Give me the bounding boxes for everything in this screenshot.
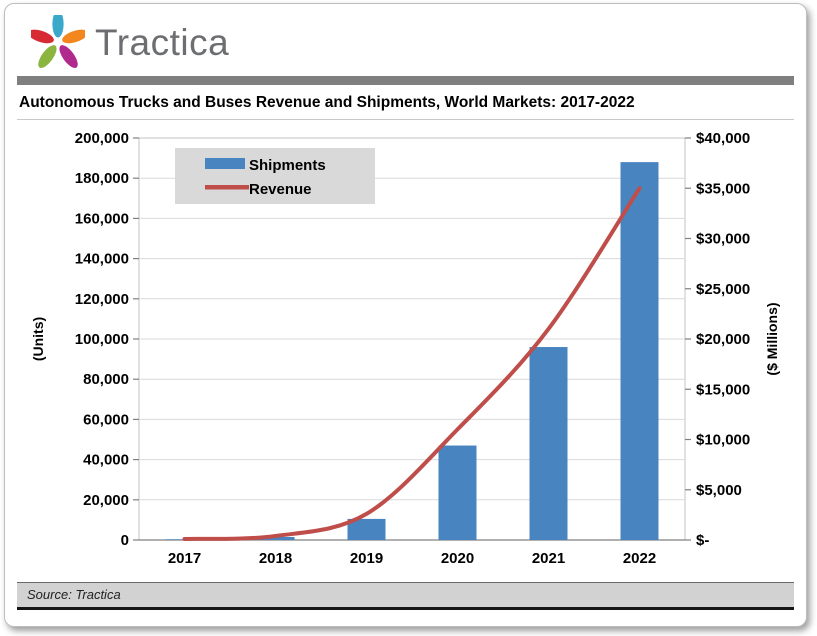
axis-tick-label: 20,000 [83, 492, 129, 509]
axis-tick-label: $40,000 [696, 130, 750, 147]
tractica-logo [31, 15, 85, 68]
bar-2021 [529, 347, 568, 540]
axis-tick-label: $20,000 [696, 331, 750, 348]
brand-wordmark: Tractica [95, 22, 230, 63]
chart-title: Autonomous Trucks and Buses Revenue and … [19, 94, 635, 111]
header-divider-bar [17, 76, 794, 85]
chart-card: Tractica Autonomous Trucks and Buses Rev… [4, 3, 807, 627]
axis-tick-label: $30,000 [696, 231, 750, 248]
x-axis-label: 2018 [259, 550, 292, 567]
legend-box [175, 148, 375, 204]
right-axis-title: ($ Millions) [764, 302, 780, 375]
chart-legend: Shipments Revenue [175, 148, 375, 204]
logo-petal [52, 15, 64, 38]
axis-tick-label: 160,000 [75, 210, 129, 227]
x-axis-label: 2022 [623, 550, 656, 567]
axis-tick-label: $35,000 [696, 180, 750, 197]
axis-tick-label: $10,000 [696, 432, 750, 449]
brand-header: Tractica [17, 12, 794, 72]
axis-tick-label: 100,000 [75, 331, 129, 348]
bar-2018 [256, 536, 295, 540]
x-axis-label: 2020 [441, 550, 474, 567]
axis-tick-label: 180,000 [75, 170, 129, 187]
revenue-line [182, 186, 642, 541]
legend-swatch-revenue [205, 185, 249, 190]
bar-2019 [347, 518, 386, 540]
x-axis-label: 2017 [168, 550, 201, 567]
left-axis-title: (Units) [30, 317, 46, 361]
source-label: Source: Tractica [27, 587, 121, 602]
logo-petal [62, 29, 85, 44]
axis-tick-label: $15,000 [696, 381, 750, 398]
axis-tick-label: 120,000 [75, 291, 129, 308]
legend-label-revenue: Revenue [249, 181, 312, 198]
axis-tick-label: $5,000 [696, 482, 742, 499]
axis-tick-label: 200,000 [75, 130, 129, 147]
source-strip: Source: Tractica [17, 582, 794, 610]
chart-area: 0 20,000 40,000 60,000 80,000 100,000 120,000 1… [30, 130, 780, 567]
logo-petal [38, 45, 57, 68]
title-divider [17, 119, 794, 120]
logo-petal [31, 29, 54, 44]
axis-tick-label: $- [696, 532, 709, 549]
axis-tick-label: 80,000 [83, 371, 129, 388]
axis-tick-label: $25,000 [696, 281, 750, 298]
axis-tick-label: 0 [121, 532, 129, 549]
logo-petal [59, 45, 78, 68]
x-axis-label: 2019 [350, 550, 383, 567]
legend-swatch-shipments [205, 158, 245, 169]
legend-label-shipments: Shipments [249, 157, 326, 174]
bar-2022 [620, 162, 659, 540]
axis-tick-label: 40,000 [83, 452, 129, 469]
bar-2020 [438, 445, 477, 540]
x-axis-label: 2021 [532, 550, 565, 567]
axis-tick-label: 140,000 [75, 251, 129, 268]
axis-tick-label: 60,000 [83, 411, 129, 428]
